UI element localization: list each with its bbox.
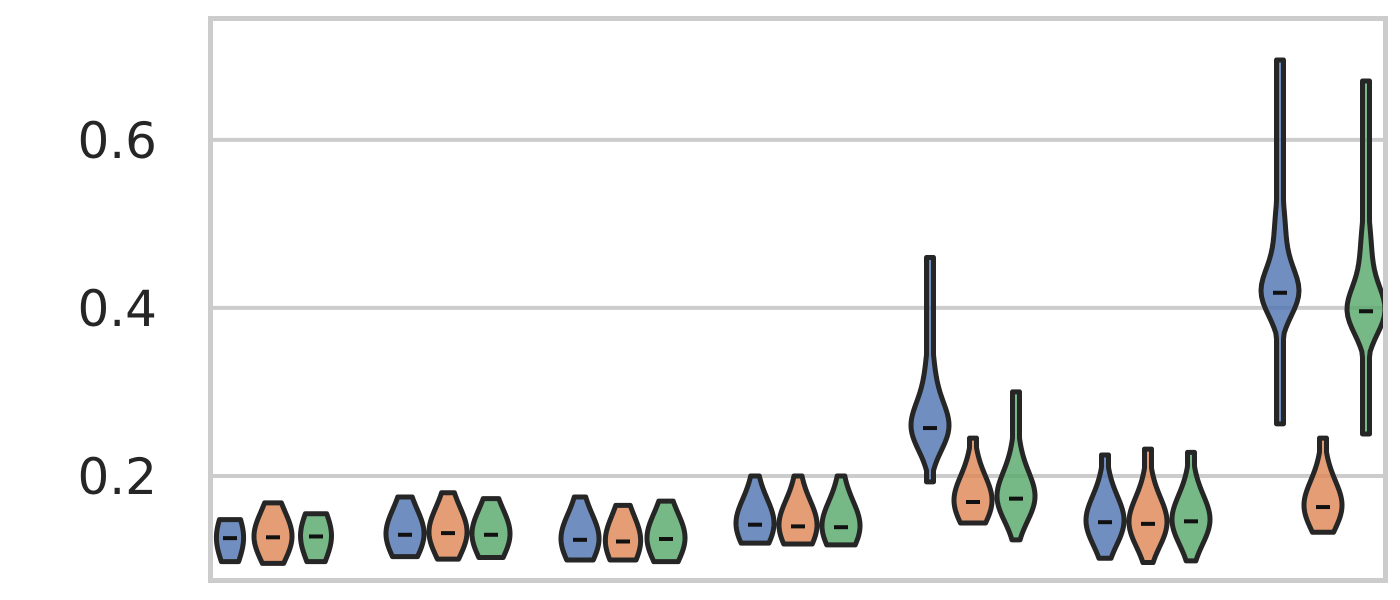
- violin-shape: [1344, 78, 1388, 437]
- violin-shape: [1126, 446, 1170, 566]
- violin-shape: [1169, 449, 1213, 564]
- violin-shape: [469, 496, 513, 560]
- violin-shape: [558, 494, 602, 563]
- violin-shape: [1083, 452, 1127, 561]
- plot-frame: [208, 16, 1388, 583]
- violin-shape: [213, 517, 247, 565]
- violin-shape: [733, 473, 777, 546]
- violin-shape: [383, 494, 427, 560]
- y-tick-label: 0.6: [77, 112, 157, 170]
- y-tick-label: 0.2: [77, 448, 157, 506]
- violin-shape: [426, 490, 470, 562]
- y-axis-ticks: 0.2 0.4 0.6: [77, 112, 157, 506]
- violin-shape: [602, 502, 644, 563]
- violin-shape: [1301, 435, 1345, 535]
- violin-shape: [951, 435, 995, 526]
- violin-shape: [819, 473, 863, 548]
- violin-shape: [1258, 57, 1302, 427]
- violin-shape: [644, 498, 688, 565]
- violin-shape: [776, 473, 820, 547]
- y-tick-label: 0.4: [77, 280, 157, 338]
- grid-layer: [210, 137, 1386, 478]
- violin-shape: [994, 389, 1038, 543]
- violin-layer: [213, 57, 1388, 566]
- violin-shape: [908, 254, 952, 485]
- violin-shape: [251, 500, 295, 566]
